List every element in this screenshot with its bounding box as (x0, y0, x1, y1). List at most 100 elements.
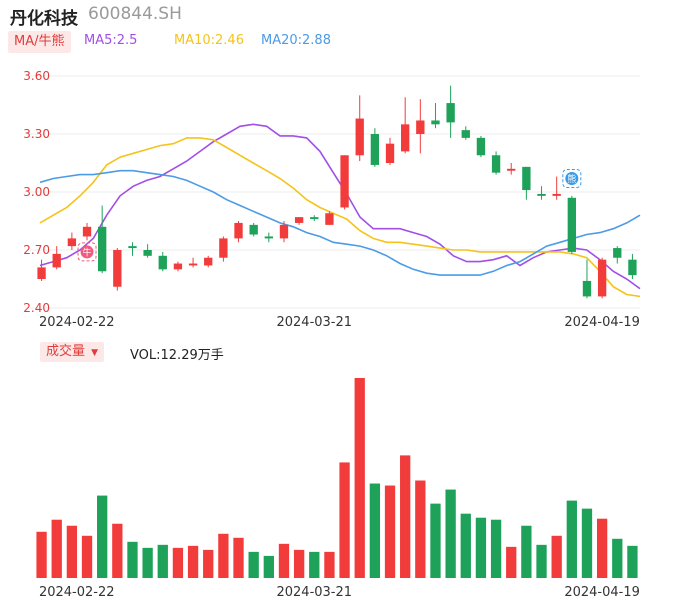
volume-bar (612, 538, 623, 578)
candle-body (37, 267, 46, 279)
candle-body (52, 253, 61, 268)
x-tick-label: 2024-04-19 (564, 315, 640, 330)
candle-body (416, 120, 425, 134)
signal-markers: 牛熊 (77, 168, 582, 262)
candle-body (264, 236, 273, 239)
volume-bar (203, 549, 214, 578)
volume-tag-label: 成交量 (46, 344, 86, 359)
volume-bar (369, 483, 381, 578)
volume-bar (278, 543, 290, 578)
candle-body (98, 226, 107, 272)
candle-body (158, 255, 167, 270)
candle-body (234, 222, 243, 239)
y-tick-label: 2.40 (23, 301, 50, 315)
volume-bar (127, 541, 138, 578)
y-tick-label: 2.70 (23, 243, 50, 257)
volume-bar (536, 544, 547, 578)
volume-bars (36, 378, 638, 578)
candle-body (204, 257, 213, 266)
x-tick-label: 2024-04-19 (564, 585, 640, 600)
candle-body (385, 143, 395, 163)
candle-body (310, 217, 319, 220)
candle-body (431, 120, 440, 125)
ma-bull-bear-tag[interactable]: MA/牛熊 (8, 31, 71, 53)
volume-bar (51, 519, 62, 578)
bull-icon (80, 245, 94, 259)
volume-bar (248, 551, 259, 578)
y-tick-label: 3.00 (23, 185, 50, 199)
volume-bar (506, 546, 517, 578)
volume-value: VOL:12.29万手 (130, 348, 224, 363)
x-tick-label: 2024-02-22 (39, 585, 115, 600)
y-tick-label: 3.60 (23, 69, 50, 83)
x-tick-label: 2024-03-21 (276, 315, 352, 330)
volume-bar (36, 531, 47, 578)
candle-body (143, 250, 152, 256)
volume-bar (81, 535, 93, 578)
candle-body (613, 248, 622, 258)
bear-icon (565, 171, 579, 185)
volume-bar (172, 547, 184, 578)
candle-body (82, 226, 92, 237)
volume-bar (293, 549, 305, 578)
volume-bar (142, 547, 153, 578)
volume-bar (430, 503, 441, 578)
volume-bar (187, 545, 199, 578)
candle-body (355, 118, 364, 156)
x-tick-label: 2024-03-21 (276, 585, 352, 600)
candle-body (128, 246, 137, 249)
candle-body (340, 155, 349, 208)
candle-body (370, 134, 380, 165)
ma10-legend: MA10:2.46 (174, 33, 244, 48)
volume-bar (445, 489, 456, 578)
volume-bar (415, 480, 426, 578)
volume-bar (627, 545, 638, 578)
stock-name: 丹化科技 (10, 9, 78, 29)
volume-bar (324, 551, 335, 578)
volume-bar (309, 551, 320, 578)
volume-bar (112, 523, 123, 578)
candle-body (279, 224, 289, 239)
candle-body (491, 155, 501, 173)
bear-marker-label: 熊 (567, 173, 576, 185)
candle-body (67, 238, 77, 247)
candle-body (628, 259, 637, 276)
volume-bar (384, 485, 396, 578)
volume-bar (581, 508, 593, 578)
volume-bar (97, 495, 108, 578)
stock-code: 600844.SH (88, 4, 182, 24)
volume-bar (596, 518, 608, 578)
candle-body (507, 168, 516, 171)
volume-bar (400, 455, 411, 578)
candle-body (597, 259, 607, 297)
ma5-legend: MA5:2.5 (84, 33, 138, 48)
dropdown-arrow-icon: ▼ (91, 348, 99, 358)
candle-body (552, 193, 561, 196)
y-tick-label: 3.30 (23, 127, 50, 141)
volume-bar (566, 500, 577, 578)
ma20-legend: MA20:2.88 (261, 33, 331, 48)
moving-average-lines (39, 123, 641, 298)
volume-indicator-tag[interactable]: 成交量 ▼ (40, 342, 105, 362)
candle-body (249, 224, 258, 235)
candle-body (446, 103, 455, 123)
candle-body (173, 263, 183, 270)
ma10-line (39, 137, 641, 298)
candle-body (567, 197, 576, 252)
candle-body (325, 213, 334, 225)
volume-bar (354, 378, 365, 578)
candle-body (401, 124, 410, 152)
candlesticks (37, 85, 637, 299)
price-grid (30, 75, 640, 309)
bull-marker-label: 牛 (83, 246, 92, 258)
volume-bar (551, 535, 562, 578)
volume-bar (263, 555, 274, 578)
volume-bar (521, 525, 532, 578)
x-tick-label: 2024-02-22 (39, 315, 115, 330)
candle-body (476, 137, 486, 156)
volume-bar (475, 517, 487, 578)
candle-body (582, 280, 592, 297)
volume-bar (218, 533, 229, 578)
candle-body (219, 238, 228, 258)
